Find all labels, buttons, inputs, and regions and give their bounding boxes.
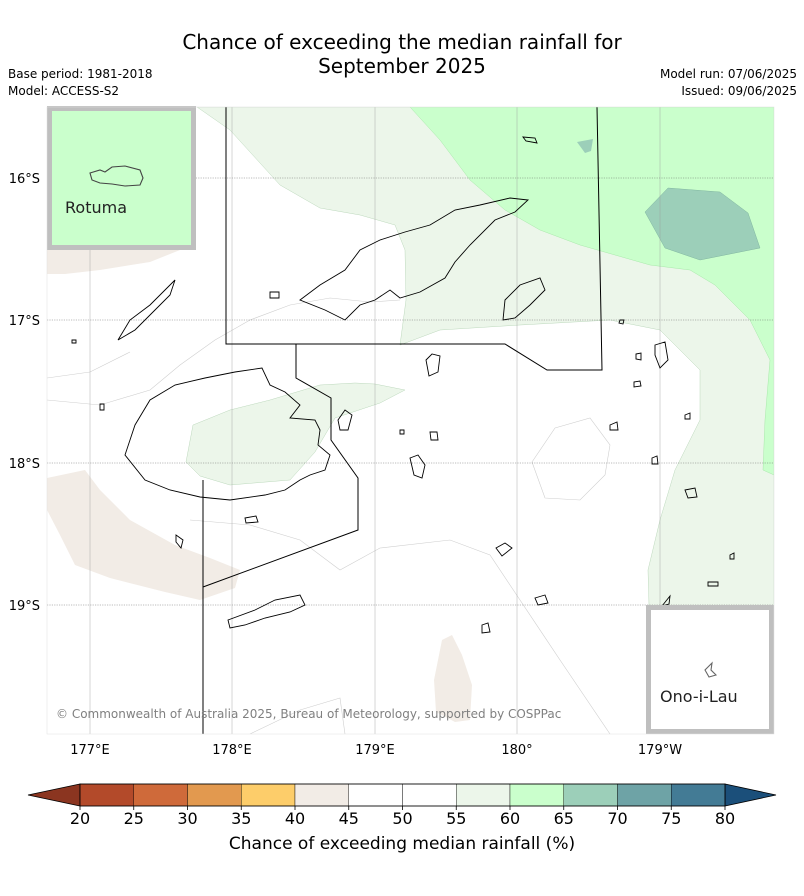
onoilau-island-outline — [704, 661, 718, 678]
kadavu-island — [227, 594, 306, 629]
title-line-2: September 2025 — [318, 54, 486, 78]
colorbar-tick-label: 70 — [607, 809, 627, 828]
taveuni-island — [502, 277, 546, 321]
colorbar-segment — [617, 783, 672, 807]
colorbar-segment — [241, 783, 296, 807]
region-40-45-west — [47, 470, 240, 600]
vanua-levu-island — [299, 197, 530, 321]
region-65-70-small — [577, 139, 593, 153]
info-right: Model run: 07/06/2025 Issued: 09/06/2025 — [660, 66, 797, 100]
colorbar-tick-label: 30 — [177, 809, 197, 828]
lon-label-179w: 179°W — [638, 743, 682, 758]
colorbar-tick-label: 65 — [554, 809, 574, 828]
small-islets — [71, 136, 735, 607]
lat-label-17s: 17°S — [9, 314, 40, 329]
colorbar-tick-label: 50 — [392, 809, 412, 828]
rotuma-island-outline — [89, 165, 144, 187]
colorbar-segment — [79, 783, 134, 807]
colorbar: 20 25 30 35 40 45 50 55 60 65 70 75 80 — [27, 783, 777, 828]
region-40-45-northwest — [47, 246, 190, 274]
colorbar-segment — [348, 783, 403, 807]
region-55-60-central — [185, 382, 406, 486]
colorbar-extend-low — [27, 783, 81, 807]
colorbar-tick-label: 25 — [124, 809, 144, 828]
map-title: Chance of exceeding the median rainfall … — [0, 30, 804, 78]
lon-label-177e: 177°E — [70, 743, 110, 758]
gau-island — [409, 454, 426, 479]
colorbar-tick-label: 35 — [231, 809, 251, 828]
region-40-45-south — [434, 635, 472, 722]
colorbar-segment — [509, 783, 564, 807]
colorbar-segment — [456, 783, 511, 807]
colorbar-tick-label: 75 — [661, 809, 681, 828]
colorbar-tick-label: 45 — [339, 809, 359, 828]
ovalau-island — [337, 409, 353, 431]
model-text: Model: ACCESS-S2 — [8, 84, 120, 98]
lat-label-19s: 19°S — [9, 599, 40, 614]
colorbar-tick-label: 40 — [285, 809, 305, 828]
inset-onoilau: Ono-i-Lau — [646, 605, 774, 734]
yasawa-group — [117, 279, 176, 341]
region-boundaries — [202, 107, 603, 734]
lat-axis-labels: 16°S 17°S 18°S 19°S — [9, 172, 40, 614]
islands — [71, 136, 735, 634]
colorbar-tick-label: 20 — [70, 809, 90, 828]
viti-levu-island — [124, 367, 331, 501]
inset-rotuma: Rotuma — [47, 106, 196, 250]
lat-label-16s: 16°S — [9, 172, 40, 187]
lau-islands — [481, 341, 698, 634]
contour-lines — [47, 297, 611, 734]
info-left: Base period: 1981-2018 Model: ACCESS-S2 — [8, 66, 153, 100]
colorbar-tick-label: 80 — [715, 809, 735, 828]
colorbar-label: Chance of exceeding median rainfall (%) — [229, 834, 575, 854]
colorbar-segment — [187, 783, 242, 807]
lat-label-18s: 18°S — [9, 457, 40, 472]
lon-label-179e: 179°E — [355, 743, 395, 758]
koro-island — [425, 353, 441, 377]
model-run-text: Model run: 07/06/2025 — [659, 67, 797, 81]
rotuma-label: Rotuma — [65, 198, 127, 217]
title-line-1: Chance of exceeding the median rainfall … — [182, 30, 622, 54]
colorbar-tick-label: 55 — [446, 809, 466, 828]
map-frame — [46, 106, 775, 735]
onoilau-label: Ono-i-Lau — [660, 687, 738, 706]
colorbar-segment — [294, 783, 349, 807]
lon-axis-labels: 177°E 178°E 179°E 180° 179°W — [70, 743, 682, 758]
copyright-text: © Commonwealth of Australia 2025, Bureau… — [56, 707, 561, 721]
lon-label-178e: 178°E — [212, 743, 252, 758]
colorbar-segment — [671, 783, 726, 807]
issued-text: Issued: 09/06/2025 — [681, 84, 797, 98]
lon-label-180: 180° — [501, 743, 532, 758]
colorbar-segment — [563, 783, 618, 807]
base-period-text: Base period: 1981-2018 — [8, 67, 153, 81]
colorbar-extend-high — [724, 783, 777, 807]
colorbar-segment — [133, 783, 188, 807]
colorbar-segment — [402, 783, 457, 807]
region-65-70-east — [644, 187, 761, 261]
colorbar-tick-label: 60 — [500, 809, 520, 828]
